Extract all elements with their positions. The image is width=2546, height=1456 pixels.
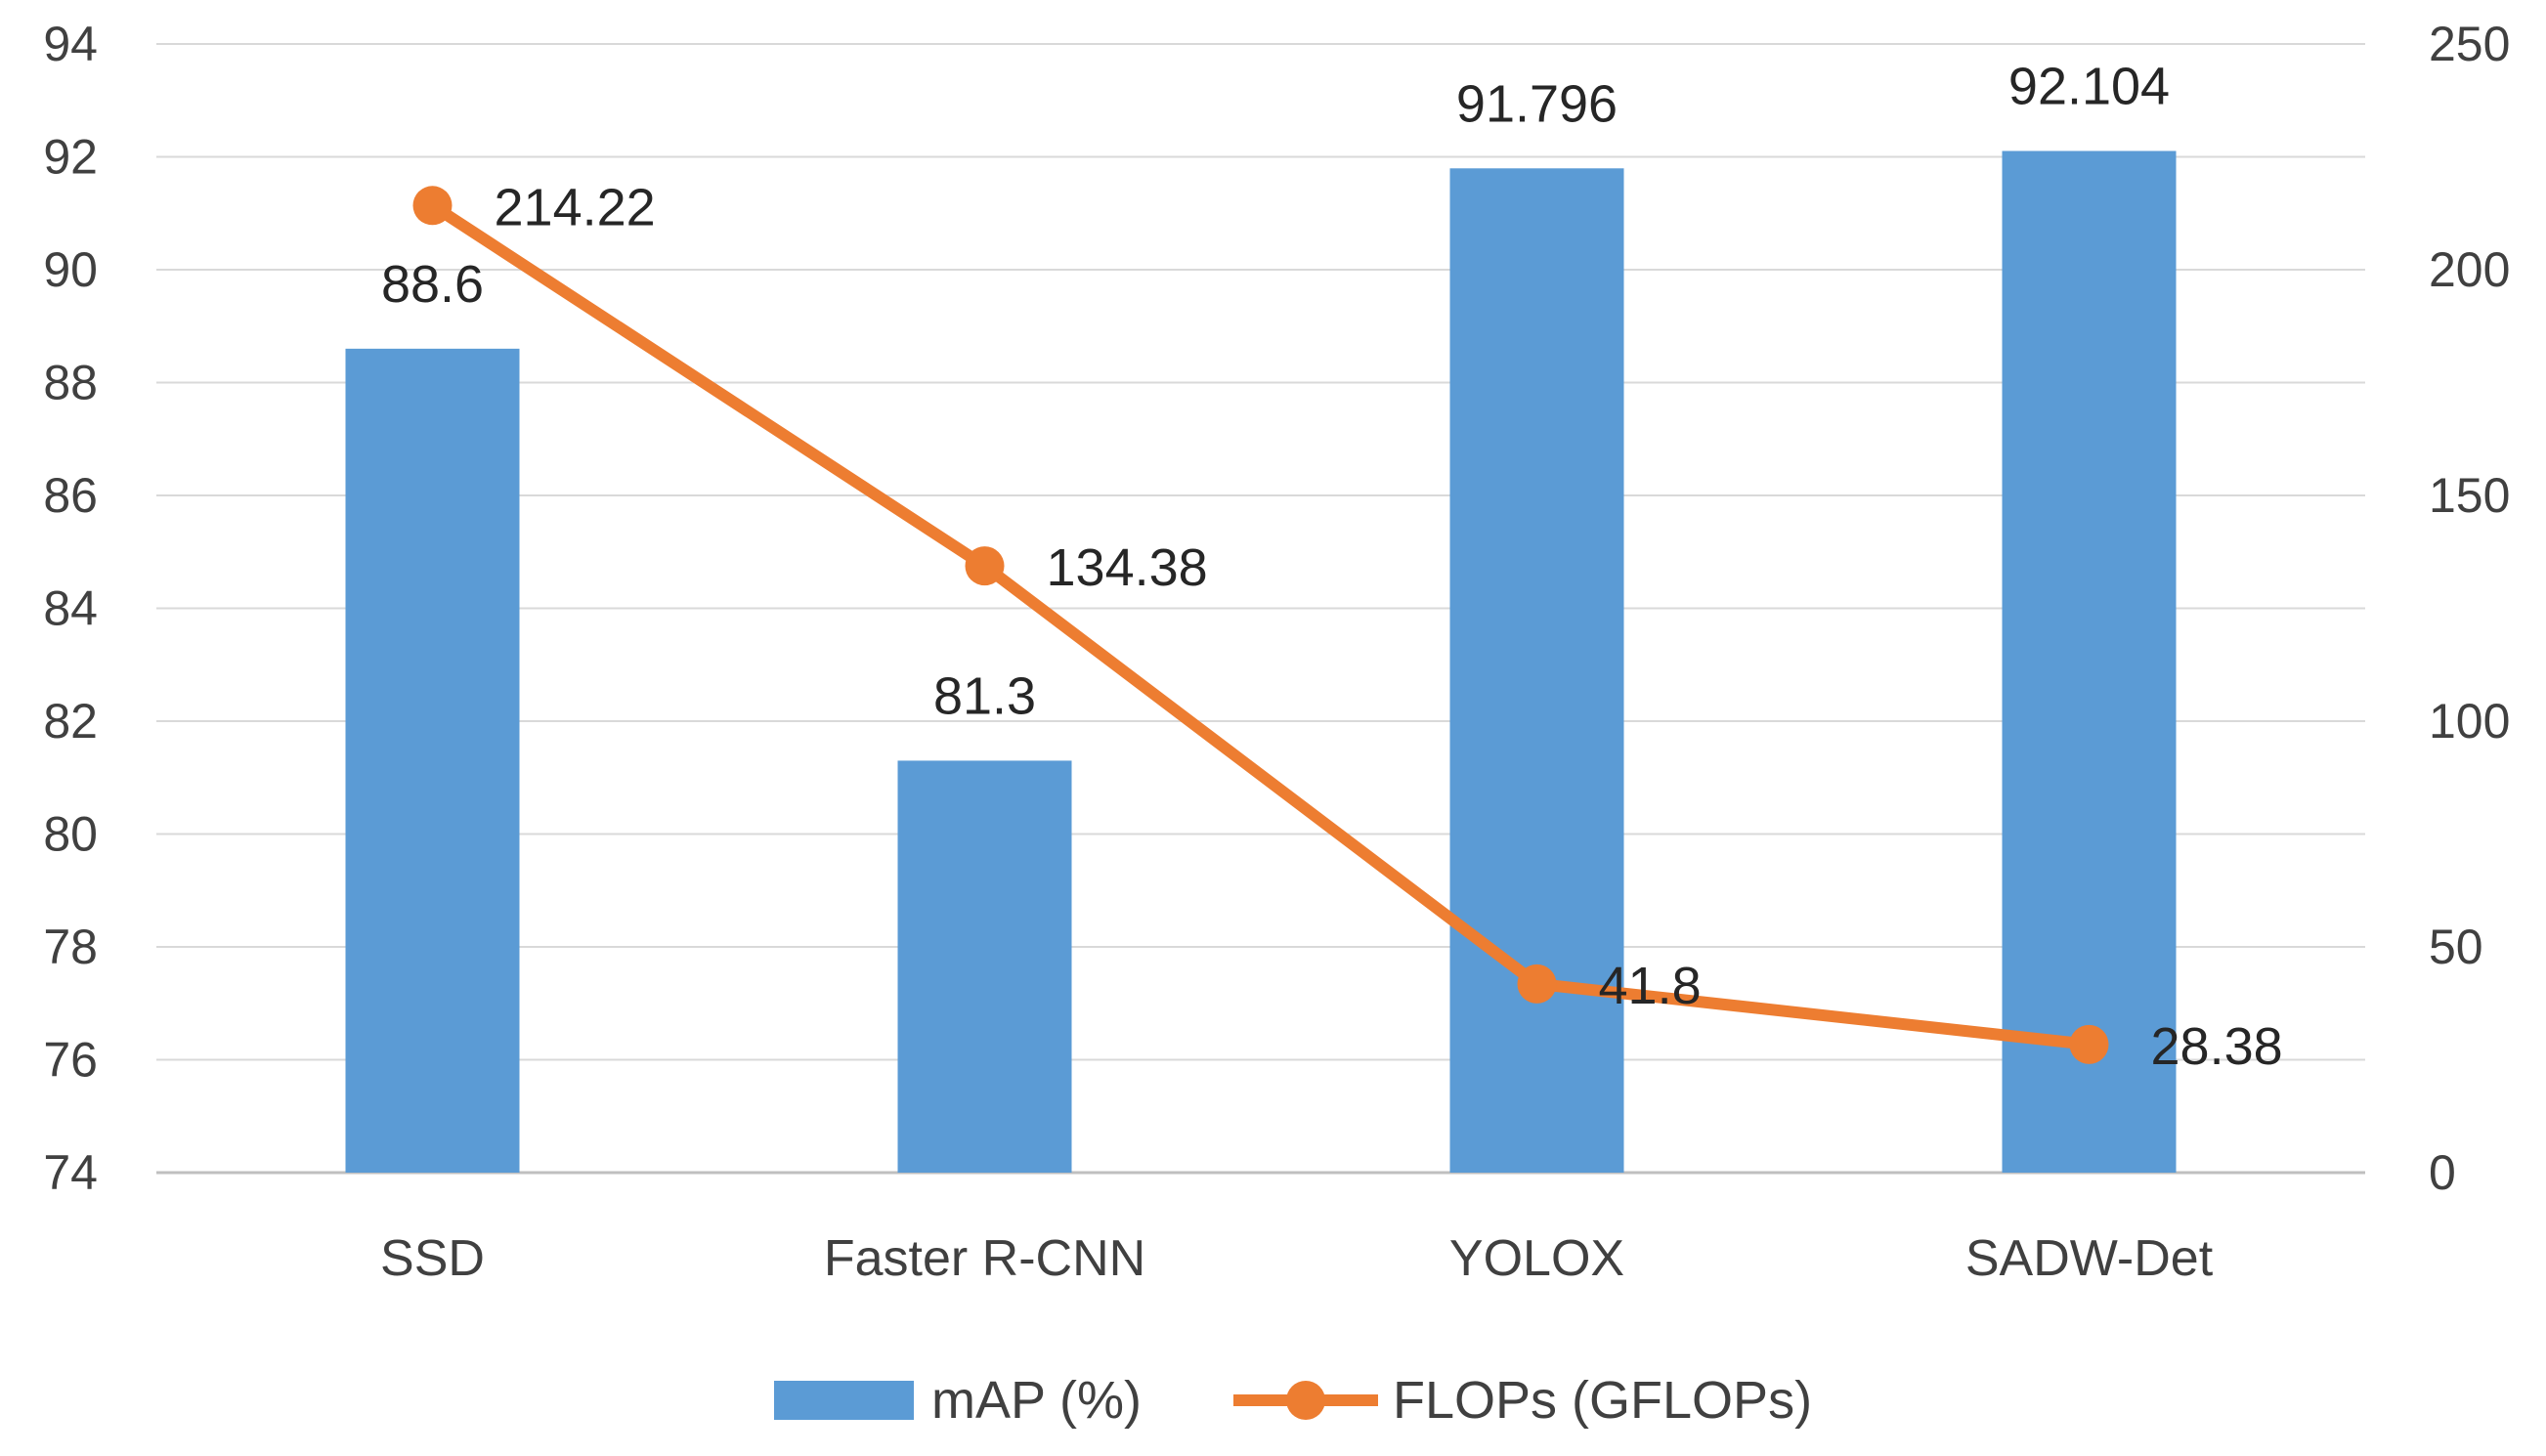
left-tick-label: 74 [43, 1145, 98, 1200]
right-tick-label: 250 [2429, 17, 2510, 71]
left-tick-label: 84 [43, 581, 98, 636]
category-axis: SSD Faster R-CNN YOLOX SADW-Det [380, 1230, 2214, 1287]
left-tick-label: 86 [43, 468, 98, 523]
line-value-label: 28.38 [2151, 1017, 2283, 1076]
flops-point [1517, 964, 1557, 1004]
line-value-label: 214.22 [495, 178, 656, 236]
legend-label-map: mAP (%) [931, 1371, 1142, 1430]
gridlines [156, 43, 2365, 1175]
right-tick-label: 50 [2429, 920, 2483, 974]
left-tick-label: 90 [43, 242, 98, 297]
bar-value-label: 81.3 [933, 666, 1036, 725]
line-value-label: 41.8 [1599, 957, 1702, 1015]
left-tick-label: 80 [43, 807, 98, 862]
category-label: SADW-Det [1965, 1230, 2214, 1287]
bar-value-label: 88.6 [381, 255, 484, 314]
left-tick-label: 88 [43, 356, 98, 410]
line-value-label: 134.38 [1047, 538, 1208, 597]
legend-label-flops: FLOPs (GFLOPs) [1393, 1371, 1812, 1430]
right-tick-label: 100 [2429, 694, 2510, 749]
bar [2002, 150, 2177, 1173]
legend-swatch-map [774, 1381, 914, 1420]
bar-series-map [345, 150, 2177, 1174]
right-tick-label: 0 [2429, 1145, 2456, 1200]
left-tick-label: 78 [43, 920, 98, 974]
right-y-axis: 0 50 100 150 200 250 [2429, 17, 2510, 1200]
bar-value-label: 92.104 [2008, 57, 2170, 115]
bar-value-label: 91.796 [1456, 74, 1618, 133]
flops-point [965, 546, 1005, 586]
left-y-axis: 74 76 78 80 82 84 86 88 90 92 94 [43, 17, 98, 1200]
flops-point [2069, 1024, 2109, 1064]
left-tick-label: 94 [43, 17, 98, 71]
flops-point [412, 186, 453, 226]
bar [345, 348, 520, 1174]
legend-marker-flops [1286, 1381, 1325, 1420]
category-label: Faster R-CNN [824, 1230, 1145, 1287]
left-tick-label: 82 [43, 694, 98, 749]
line-series-flops [412, 186, 2109, 1064]
right-tick-label: 150 [2429, 468, 2510, 523]
bar [1449, 168, 1624, 1173]
bar-data-labels: 88.6 81.3 91.796 92.104 [381, 57, 2170, 725]
right-tick-label: 200 [2429, 242, 2510, 297]
left-tick-label: 92 [43, 130, 98, 185]
category-label: YOLOX [1449, 1230, 1624, 1287]
legend: mAP (%) FLOPs (GFLOPs) [774, 1371, 1812, 1430]
category-label: SSD [380, 1230, 485, 1287]
flops-line [426, 199, 2095, 1050]
bar [897, 760, 1072, 1173]
left-tick-label: 76 [43, 1033, 98, 1088]
line-data-labels: 214.22 134.38 41.8 28.38 [495, 178, 2283, 1076]
